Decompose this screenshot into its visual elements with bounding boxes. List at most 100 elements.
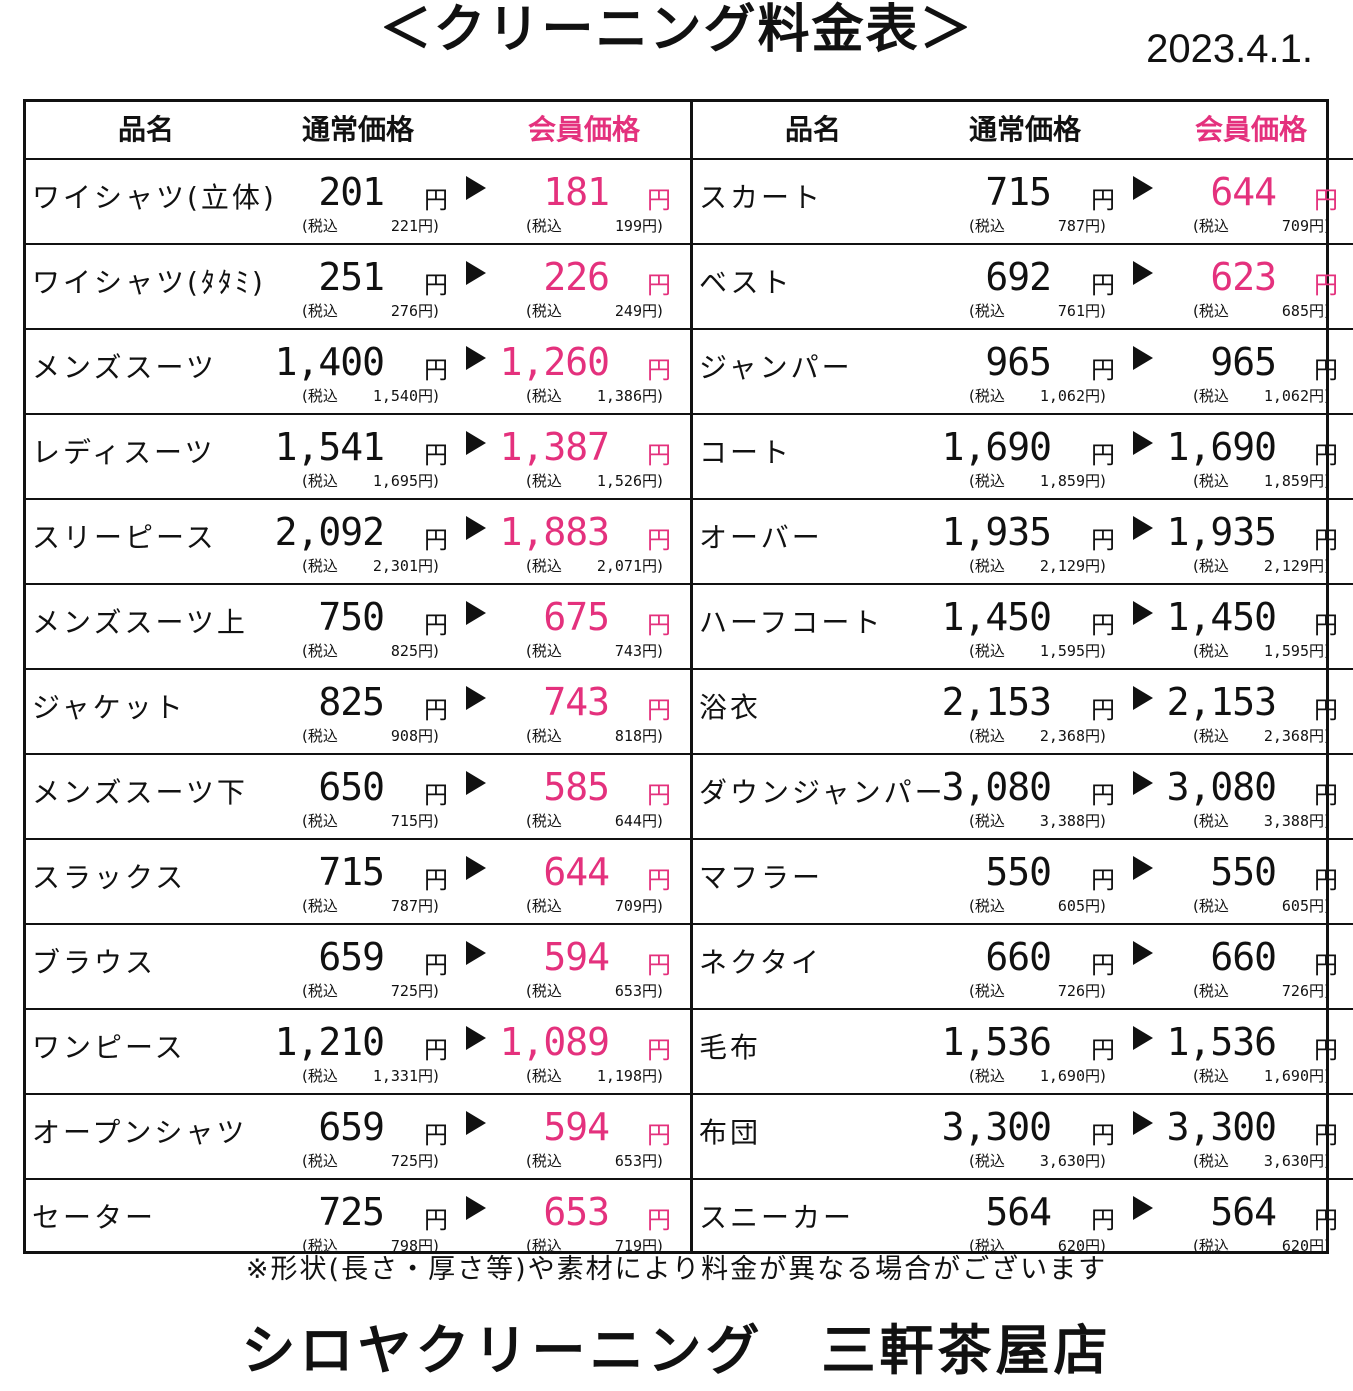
arrow-right-icon — [466, 601, 486, 625]
tax-unit: 円) — [418, 302, 439, 320]
item-name: ダウンジャンパー — [699, 776, 946, 809]
tax-label: (税込 — [526, 727, 562, 745]
tax-value: 1,062 — [1263, 387, 1309, 405]
tax-value: 787 — [390, 897, 418, 915]
tax-label: (税込 — [526, 387, 562, 405]
tax-unit: 円) — [1085, 897, 1106, 915]
yen-unit: 円 — [1091, 696, 1115, 724]
tax-label: (税込 — [1193, 302, 1229, 320]
tax-label: (税込 — [1193, 1152, 1229, 1170]
yen-unit: 円 — [1091, 356, 1115, 384]
item-name: ベスト — [699, 266, 793, 299]
regular-price-tax-included: (税込 787円) — [969, 216, 1106, 236]
table-row: ベスト 692 円 623 円 (税込 761円) (税込 685円) — [693, 245, 1353, 330]
regular-price: 715 — [318, 850, 385, 894]
tax-value: 2,368 — [1039, 727, 1085, 745]
regular-price: 3,300 — [941, 1105, 1052, 1149]
yen-unit: 円 — [1314, 1206, 1338, 1234]
yen-unit: 円 — [424, 356, 448, 384]
regular-price: 1,690 — [941, 425, 1052, 469]
tax-value: 2,071 — [596, 557, 642, 575]
tax-value: 1,695 — [372, 472, 418, 490]
arrow-right-icon — [1133, 941, 1153, 965]
tax-unit: 円) — [1085, 1237, 1106, 1255]
tax-label: (税込 — [1193, 472, 1229, 490]
tax-unit: 円) — [1085, 1067, 1106, 1085]
tax-label: (税込 — [302, 302, 338, 320]
tax-value: 1,690 — [1263, 1067, 1309, 1085]
regular-price: 201 — [318, 170, 385, 214]
member-price: 623 — [1210, 255, 1277, 299]
yen-unit: 円 — [647, 186, 671, 214]
tax-unit: 円) — [418, 1237, 439, 1255]
regular-price: 659 — [318, 1105, 385, 1149]
arrow-right-icon — [1133, 431, 1153, 455]
item-name: ジャケット — [32, 691, 186, 724]
yen-unit: 円 — [424, 1036, 448, 1064]
tax-label: (税込 — [1193, 897, 1229, 915]
tax-label: (税込 — [969, 387, 1005, 405]
tax-unit: 円) — [1309, 1067, 1330, 1085]
member-price-tax-included: (税込 644円) — [526, 811, 663, 831]
tax-unit: 円) — [642, 387, 663, 405]
tax-value: 743 — [614, 642, 642, 660]
regular-price-tax-included: (税込 825円) — [302, 641, 439, 661]
arrow-right-icon — [1133, 261, 1153, 285]
regular-price: 692 — [985, 255, 1052, 299]
arrow-right-icon — [466, 516, 486, 540]
tax-value: 605 — [1057, 897, 1085, 915]
table-row: レディスーツ 1,541 円 1,387 円 (税込 1,695円) (税込 1,526円) — [26, 415, 690, 500]
table-row: セーター 725 円 653 円 (税込 798円) (税込 719円) — [26, 1180, 690, 1263]
item-name: ブラウス — [32, 946, 157, 979]
table-row: メンズスーツ下 650 円 585 円 (税込 715円) (税込 644円) — [26, 755, 690, 840]
arrow-right-icon — [1133, 1026, 1153, 1050]
table-row: オープンシャツ 659 円 594 円 (税込 725円) (税込 653円) — [26, 1095, 690, 1180]
member-price-tax-included: (税込 199円) — [526, 216, 663, 236]
tax-unit: 円) — [418, 642, 439, 660]
table-row: スカート 715 円 644 円 (税込 787円) (税込 709円) — [693, 160, 1353, 245]
tax-unit: 円) — [642, 557, 663, 575]
tax-unit: 円) — [1085, 557, 1106, 575]
tax-label: (税込 — [302, 812, 338, 830]
tax-unit: 円) — [418, 1067, 439, 1085]
regular-price: 251 — [318, 255, 385, 299]
regular-price-tax-included: (税込 276円) — [302, 301, 439, 321]
left-item-rows: ワイシャツ(立体) 201 円 181 円 (税込 221円) (税込 199円) ワイシャツ(ﾀ… — [26, 160, 690, 1263]
yen-unit: 円 — [1091, 186, 1115, 214]
table-row: スリーピース 2,092 円 1,883 円 (税込 2,301円) (税込 2,071円) — [26, 500, 690, 585]
regular-price: 3,080 — [941, 765, 1052, 809]
member-price-tax-included: (税込 818円) — [526, 726, 663, 746]
tax-value: 715 — [390, 812, 418, 830]
tax-unit: 円) — [1309, 982, 1330, 1000]
arrow-right-icon — [1133, 346, 1153, 370]
tax-value: 3,630 — [1039, 1152, 1085, 1170]
tax-value: 685 — [1281, 302, 1309, 320]
regular-price-tax-included: (税込 1,595円) — [969, 641, 1106, 661]
item-name: レディスーツ — [32, 436, 216, 469]
header-member-price: 会員価格 — [528, 113, 641, 146]
tax-label: (税込 — [526, 897, 562, 915]
tax-value: 620 — [1281, 1237, 1309, 1255]
tax-value: 1,540 — [372, 387, 418, 405]
yen-unit: 円 — [1314, 611, 1338, 639]
tax-value: 1,690 — [1039, 1067, 1085, 1085]
yen-unit: 円 — [424, 441, 448, 469]
tax-label: (税込 — [969, 472, 1005, 490]
member-price: 743 — [543, 680, 610, 724]
tax-value: 3,388 — [1039, 812, 1085, 830]
right-item-rows: スカート 715 円 644 円 (税込 787円) (税込 709円) ベスト 692 円 623 円(… — [693, 160, 1353, 1263]
item-name: ワイシャツ(立体) — [32, 181, 277, 214]
yen-unit: 円 — [1091, 1036, 1115, 1064]
tax-value: 825 — [390, 642, 418, 660]
tax-unit: 円) — [418, 1152, 439, 1170]
table-row: スラックス 715 円 644 円 (税込 787円) (税込 709円) — [26, 840, 690, 925]
yen-unit: 円 — [1314, 696, 1338, 724]
tax-label: (税込 — [526, 982, 562, 1000]
arrow-right-icon — [1133, 601, 1153, 625]
header-item-name: 品名 — [118, 113, 175, 146]
table-row: ブラウス 659 円 594 円 (税込 725円) (税込 653円) — [26, 925, 690, 1010]
yen-unit: 円 — [1314, 441, 1338, 469]
member-price: 965 — [1210, 340, 1277, 384]
tax-unit: 円) — [642, 1237, 663, 1255]
yen-unit: 円 — [1314, 271, 1338, 299]
